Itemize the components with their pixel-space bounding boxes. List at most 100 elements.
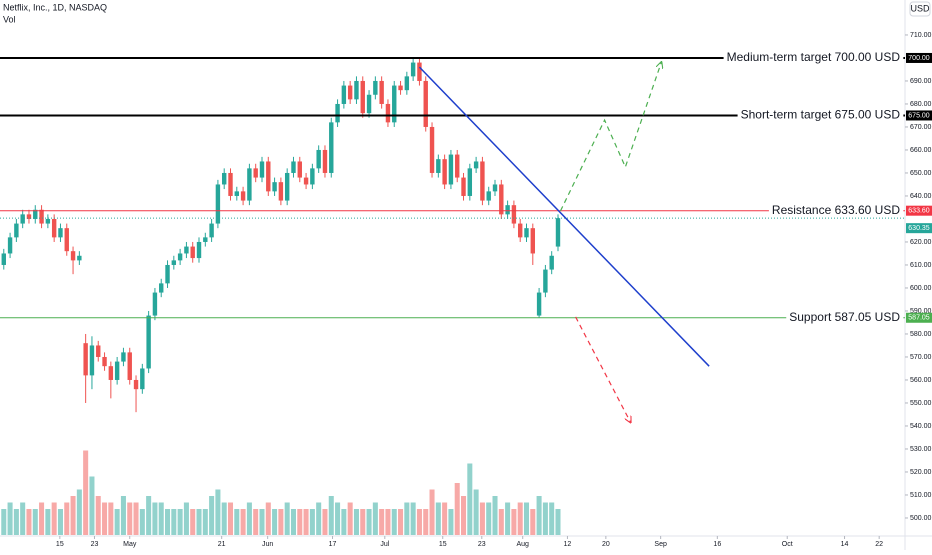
candle-body — [354, 80, 359, 100]
volume-bar — [297, 509, 303, 535]
y-tick-label: 600.00 — [910, 285, 932, 292]
volume-bar — [448, 509, 454, 535]
candle-body — [240, 191, 246, 201]
candle-body — [392, 85, 397, 123]
x-tick-label: 15 — [439, 541, 447, 548]
volume-bar — [366, 509, 372, 535]
volume-bar — [1, 509, 7, 535]
y-tick-label: 580.00 — [910, 331, 932, 338]
volume-bar — [133, 502, 139, 535]
volume-bar — [272, 509, 278, 535]
currency-box[interactable] — [909, 1, 931, 17]
y-tick-label: 510.00 — [910, 492, 932, 499]
candle-body — [45, 218, 51, 224]
volume-bar — [479, 502, 485, 535]
y-tick-label: 610.00 — [910, 262, 932, 269]
y-tick-label: 570.00 — [910, 354, 932, 361]
price-label: 587.05 — [908, 315, 930, 322]
currency[interactable]: USD — [910, 3, 930, 13]
candle-body — [291, 161, 296, 173]
candle-body — [524, 228, 529, 238]
candle-body — [133, 379, 139, 390]
volume-bar — [530, 509, 536, 535]
x-tick-label: 17 — [329, 541, 337, 548]
annotation-bg — [768, 202, 904, 217]
volume-bar — [423, 509, 429, 535]
candle-body — [517, 223, 523, 238]
level-annotation: Short-term target 675.00 USD — [741, 108, 901, 122]
candle-body — [373, 80, 378, 95]
volume-bar — [253, 509, 259, 535]
volume-bar — [108, 502, 114, 535]
candle-body — [203, 237, 208, 242]
volume-bar — [102, 502, 108, 535]
volume-bar — [114, 509, 120, 535]
volume-bar — [196, 509, 202, 535]
candle-body — [379, 80, 384, 104]
y-tick-label: 640.00 — [910, 193, 932, 200]
volume-bar — [385, 509, 391, 535]
candle-body — [228, 172, 233, 196]
volume-bar — [549, 502, 555, 535]
x-tick-label: 23 — [91, 541, 99, 548]
candle-body — [347, 85, 353, 100]
level-annotation: Support 587.05 USD — [789, 310, 900, 324]
volume-bar — [32, 509, 38, 535]
annotation-bg — [737, 107, 904, 122]
volume-label: Vol — [3, 14, 16, 24]
candle-body — [171, 260, 177, 265]
volume-bar — [517, 502, 523, 535]
volume-bar — [183, 502, 189, 535]
volume-bar — [536, 496, 542, 535]
volume-bar — [316, 502, 322, 535]
volume-bar — [467, 463, 473, 535]
volume-bar — [259, 509, 265, 535]
candle-body — [310, 168, 315, 185]
y-tick-label: 660.00 — [910, 147, 932, 154]
y-tick-label: 500.00 — [910, 515, 932, 522]
candle-body — [108, 366, 114, 380]
volume-bar — [76, 489, 82, 535]
volume-bar — [234, 509, 240, 535]
volume-bar — [473, 489, 479, 535]
volume-bar — [429, 489, 435, 535]
candle-body — [121, 352, 126, 362]
candle-body — [366, 94, 372, 114]
y-tick-label: 680.00 — [910, 101, 932, 108]
candle-body — [335, 103, 340, 123]
volume-bar — [240, 509, 246, 535]
candle-body — [114, 361, 120, 380]
volume-bar — [7, 502, 13, 535]
volume-bar — [335, 502, 341, 535]
volume-bar — [158, 502, 164, 535]
volume-bar — [89, 476, 95, 535]
price-label-box — [906, 205, 932, 216]
candle-body — [33, 209, 38, 219]
volume-bar — [265, 502, 271, 535]
x-tick-label: Sep — [654, 541, 667, 548]
volume-bar — [45, 509, 51, 535]
candle-body — [530, 228, 536, 254]
volume-bar — [303, 509, 309, 535]
volume-bar — [57, 509, 63, 535]
candle-body — [177, 253, 183, 261]
candle-body — [146, 315, 151, 369]
annotation-bg — [723, 50, 904, 65]
candle-body — [555, 218, 561, 247]
candle-body — [329, 122, 334, 173]
plot: Medium-term target 700.00 USD Short-term … — [0, 50, 905, 535]
x-tick-label: 22 — [875, 541, 883, 548]
candle-body — [417, 62, 422, 81]
y-tick-label: 530.00 — [910, 446, 932, 453]
price-label-box — [906, 110, 932, 121]
candle-body — [316, 149, 321, 169]
volume-bar — [26, 509, 32, 535]
x-tick-label: 12 — [564, 541, 572, 548]
candle-body — [448, 154, 454, 185]
volume-bar — [284, 502, 290, 535]
candle-body — [83, 343, 88, 376]
volume-bar — [278, 509, 284, 535]
volume-bar — [190, 509, 196, 535]
candle-body — [404, 76, 410, 91]
candle-body — [499, 184, 504, 215]
